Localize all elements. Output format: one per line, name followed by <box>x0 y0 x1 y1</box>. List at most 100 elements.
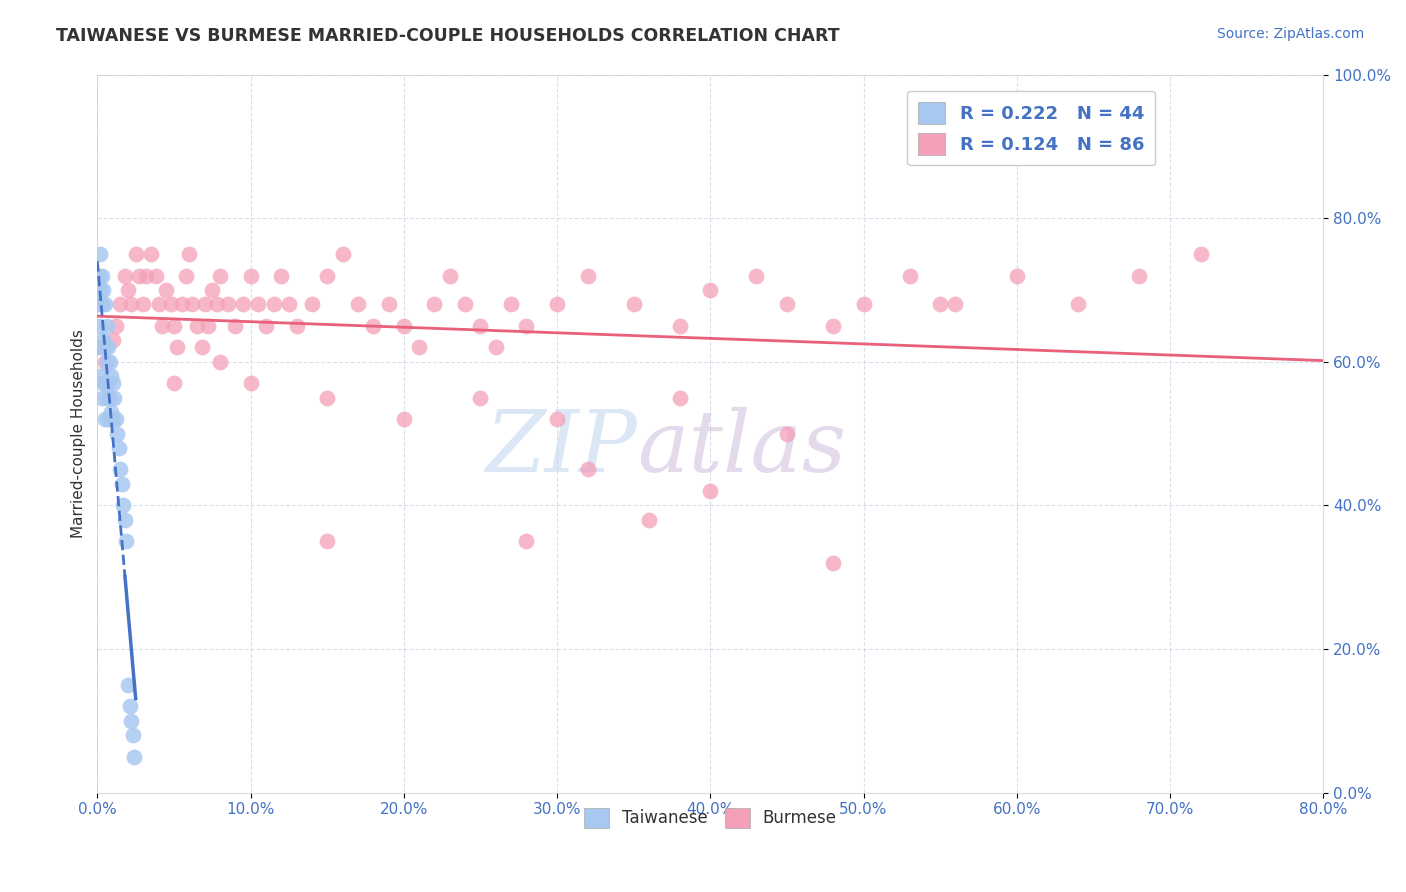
Text: atlas: atlas <box>637 407 846 490</box>
Point <box>239 376 262 391</box>
Point <box>170 297 193 311</box>
Point <box>93 333 115 347</box>
Point <box>945 297 967 311</box>
Point <box>745 268 768 283</box>
Point <box>197 318 219 333</box>
Point <box>205 297 228 311</box>
Point <box>270 268 292 283</box>
Point <box>179 247 201 261</box>
Point <box>135 268 157 283</box>
Point <box>97 340 120 354</box>
Point <box>93 283 115 297</box>
Point <box>121 728 143 742</box>
Point <box>263 297 285 311</box>
Point <box>576 268 599 283</box>
Point <box>98 391 121 405</box>
Point <box>898 268 921 283</box>
Point <box>87 268 110 283</box>
Point <box>114 513 136 527</box>
Point <box>546 412 568 426</box>
Point <box>454 297 477 311</box>
Point <box>89 318 111 333</box>
Point <box>776 297 799 311</box>
Point <box>94 340 117 354</box>
Point <box>515 318 537 333</box>
Point <box>91 268 114 283</box>
Point <box>97 412 120 426</box>
Point <box>485 340 508 354</box>
Point <box>423 297 446 311</box>
Point <box>117 283 139 297</box>
Point <box>94 376 117 391</box>
Point <box>100 405 122 419</box>
Point <box>201 283 224 297</box>
Point <box>224 318 246 333</box>
Point <box>821 556 844 570</box>
Point <box>89 247 111 261</box>
Point <box>347 297 370 311</box>
Point <box>239 268 262 283</box>
Point <box>174 268 197 283</box>
Point <box>332 247 354 261</box>
Point <box>132 297 155 311</box>
Point <box>1067 297 1090 311</box>
Point <box>1005 268 1028 283</box>
Point <box>101 412 124 426</box>
Point <box>118 699 141 714</box>
Point <box>112 499 135 513</box>
Point <box>501 297 523 311</box>
Point <box>91 391 114 405</box>
Point <box>98 355 121 369</box>
Point <box>160 297 183 311</box>
Point <box>392 412 415 426</box>
Point <box>96 391 118 405</box>
Point <box>576 462 599 476</box>
Point <box>89 283 111 297</box>
Point <box>91 297 114 311</box>
Point <box>408 340 430 354</box>
Point <box>247 297 270 311</box>
Point <box>208 268 231 283</box>
Point <box>190 340 212 354</box>
Point <box>166 340 188 354</box>
Point <box>301 297 323 311</box>
Point <box>163 376 186 391</box>
Point <box>361 318 384 333</box>
Point <box>776 426 799 441</box>
Point <box>148 297 170 311</box>
Point <box>277 297 299 311</box>
Point <box>852 297 875 311</box>
Point <box>217 297 239 311</box>
Point <box>316 268 339 283</box>
Point <box>163 318 186 333</box>
Point <box>93 376 115 391</box>
Point <box>668 318 690 333</box>
Point <box>94 297 117 311</box>
Point <box>208 355 231 369</box>
Point <box>186 318 208 333</box>
Point <box>104 318 127 333</box>
Point <box>104 412 127 426</box>
Point <box>181 297 204 311</box>
Point <box>439 268 461 283</box>
Point <box>699 483 721 498</box>
Point <box>1189 247 1212 261</box>
Point <box>254 318 277 333</box>
Point <box>97 376 120 391</box>
Point <box>194 297 217 311</box>
Point <box>120 297 142 311</box>
Point <box>89 369 111 384</box>
Point <box>232 297 254 311</box>
Point <box>91 340 114 354</box>
Point <box>377 297 399 311</box>
Point <box>623 297 645 311</box>
Point <box>96 355 118 369</box>
Point <box>107 441 129 455</box>
Point <box>150 318 173 333</box>
Point <box>470 318 492 333</box>
Point <box>115 534 138 549</box>
Point <box>101 333 124 347</box>
Point <box>128 268 150 283</box>
Point <box>392 318 415 333</box>
Point <box>145 268 167 283</box>
